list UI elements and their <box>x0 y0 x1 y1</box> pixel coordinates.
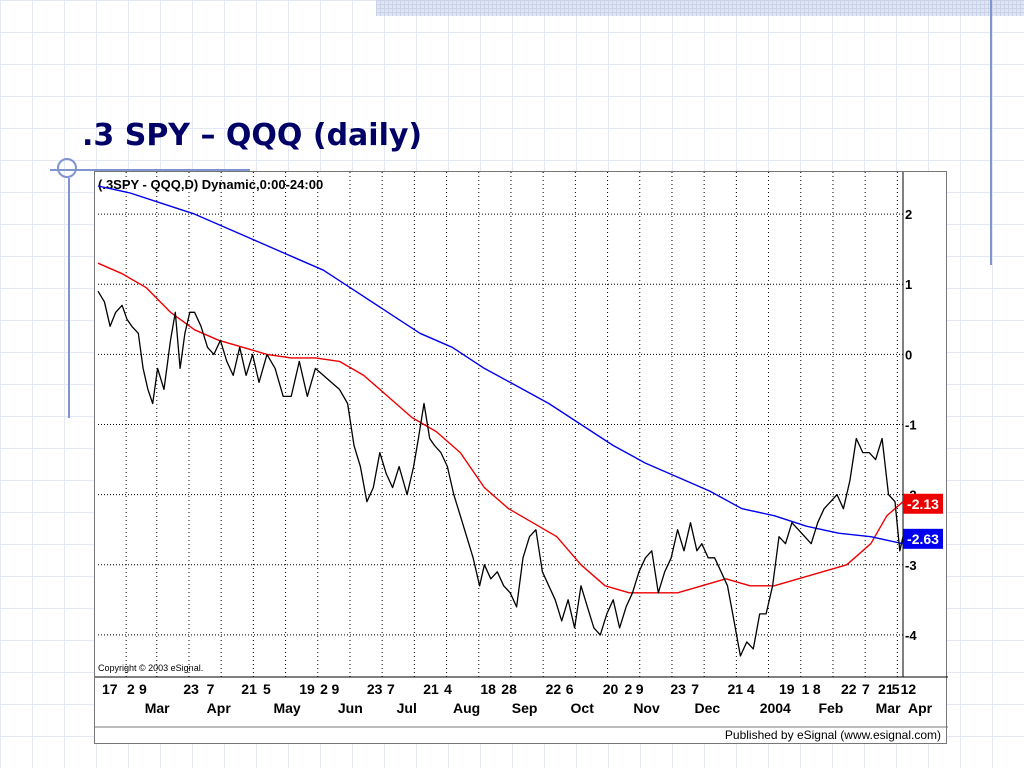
x-tick-day-label: 9 <box>331 681 339 697</box>
x-tick-day-label: 21 <box>878 681 894 697</box>
x-tick-month-label: Nov <box>633 700 660 716</box>
x-tick-day-label: 7 <box>691 681 699 697</box>
x-tick-day-label: 21 <box>423 681 439 697</box>
y-tick-label: 2 <box>905 207 912 222</box>
x-tick-day-label: 12 <box>901 681 917 697</box>
crosshair-icon <box>57 158 77 178</box>
x-tick-month-label: Mar <box>145 700 170 716</box>
series-line-price <box>97 290 904 657</box>
x-tick-month-label: May <box>273 700 300 716</box>
x-tick-month-label: Dec <box>695 700 721 716</box>
right-decor-line <box>990 0 992 265</box>
x-tick-day-label: 23 <box>367 681 383 697</box>
x-tick-month-label: Oct <box>571 700 595 716</box>
title-underline <box>50 169 250 171</box>
x-tick-day-label: 1 <box>802 681 810 697</box>
x-tick-month-label: Sep <box>512 700 538 716</box>
x-tick-day-label: 8 <box>813 681 821 697</box>
x-tick-day-label: 19 <box>779 681 795 697</box>
x-tick-day-label: 23 <box>670 681 686 697</box>
x-tick-month-label: Feb <box>818 700 843 716</box>
value-badge-label: -2.63 <box>907 531 939 547</box>
x-tick-day-label: 6 <box>566 681 574 697</box>
chart-title: (.3SPY - QQQ,D) Dynamic,0:00-24:00 <box>98 177 323 192</box>
x-tick-day-label: 18 <box>480 681 496 697</box>
x-tick-month-label: Mar <box>876 700 901 716</box>
grid <box>95 172 948 678</box>
x-tick-day-label: 2 <box>320 681 328 697</box>
x-tick-day-label: 21 <box>241 681 257 697</box>
x-tick-day-label: 23 <box>183 681 199 697</box>
x-tick-day-label: 7 <box>387 681 395 697</box>
series-line-short-moving-average <box>97 262 904 594</box>
x-tick-day-label: 22 <box>841 681 857 697</box>
slide-title: .3 SPY – QQQ (daily) <box>82 118 423 153</box>
value-badge-long-moving-average <box>903 528 943 549</box>
x-tick-day-label: 21 <box>728 681 744 697</box>
line-chart: (.3SPY - QQQ,D) Dynamic,0:00-24:00 Copyr… <box>95 172 948 742</box>
x-tick-month-label: Jun <box>338 700 363 716</box>
value-badges: -2.13 -2.63 <box>903 493 943 549</box>
x-tick-month-label: Jul <box>397 700 417 716</box>
x-tick-month-label: Apr <box>207 700 232 716</box>
x-tick-day-label: 5 <box>263 681 271 697</box>
x-tick-day-label: 2 <box>624 681 632 697</box>
left-decor-line <box>68 178 70 418</box>
x-tick-day-label: 22 <box>546 681 562 697</box>
y-tick-label: -1 <box>905 418 917 433</box>
x-tick-day-label: 7 <box>862 681 870 697</box>
y-tick-label: -3 <box>905 558 917 573</box>
x-tick-day-label: 4 <box>444 681 452 697</box>
x-tick-day-label: 9 <box>636 681 644 697</box>
x-tick-day-label: 20 <box>603 681 619 697</box>
x-tick-day-label: 28 <box>501 681 517 697</box>
x-tick-month-label: 2004 <box>760 700 791 716</box>
y-tick-label: -4 <box>905 628 917 643</box>
chart-frame: (.3SPY - QQQ,D) Dynamic,0:00-24:00 Copyr… <box>94 171 948 744</box>
x-tick-day-label: 9 <box>139 681 147 697</box>
y-axis: 210-1-2-3-4 <box>905 207 917 643</box>
x-tick-day-label: 19 <box>299 681 315 697</box>
x-tick-day-label: 5 <box>892 681 900 697</box>
value-badge-label: -2.13 <box>907 496 939 512</box>
x-tick-day-label: 17 <box>102 681 118 697</box>
x-tick-day-label: 4 <box>747 681 755 697</box>
x-axis: 17 2 9 23 7 21 5 19 2 9 23 7 21 4 18 28 22 6 20 2 9 23 7 21 4 19 1… <box>102 681 933 716</box>
copyright-text: Copyright © 2003 eSignal. <box>98 663 203 673</box>
y-tick-label: 1 <box>905 277 912 292</box>
x-tick-month-label: Aug <box>453 700 480 716</box>
y-tick-label: 0 <box>905 347 912 362</box>
x-tick-month-label: Apr <box>908 700 933 716</box>
top-decor-band <box>376 0 1024 16</box>
series-group <box>97 185 904 657</box>
x-tick-day-label: 7 <box>207 681 215 697</box>
series-line-long-moving-average <box>97 185 904 545</box>
footer-text: Published by eSignal (www.esignal.com) <box>725 728 941 742</box>
value-badge-short-moving-average <box>903 493 943 514</box>
x-tick-day-label: 2 <box>127 681 135 697</box>
